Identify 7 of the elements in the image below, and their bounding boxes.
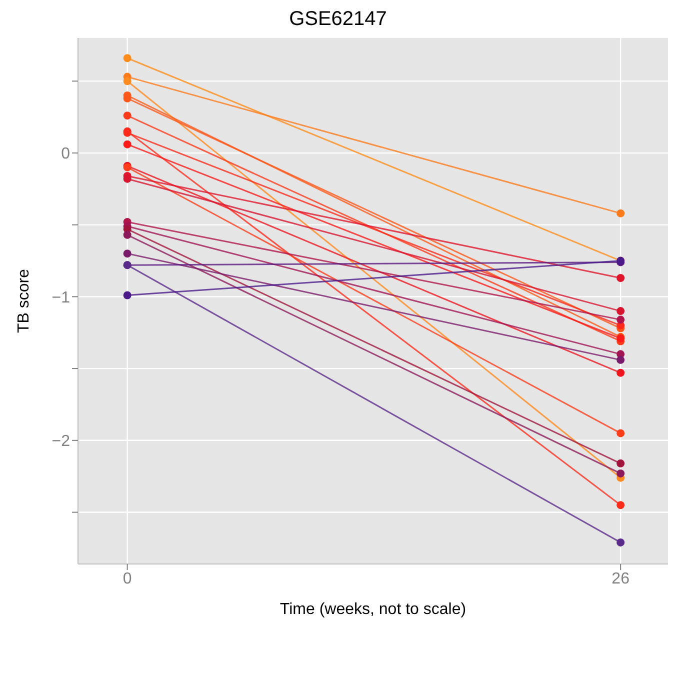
y-tick-label: −2 xyxy=(52,433,70,450)
x-axis-title: Time (weeks, not to scale) xyxy=(280,601,466,618)
y-axis-title: TB score xyxy=(16,268,33,334)
x-tick-label: 26 xyxy=(612,570,630,588)
y-tick-label: 0 xyxy=(61,146,70,163)
y-tick-label: −1 xyxy=(52,289,70,306)
chart-title: GSE62147 xyxy=(288,8,388,32)
